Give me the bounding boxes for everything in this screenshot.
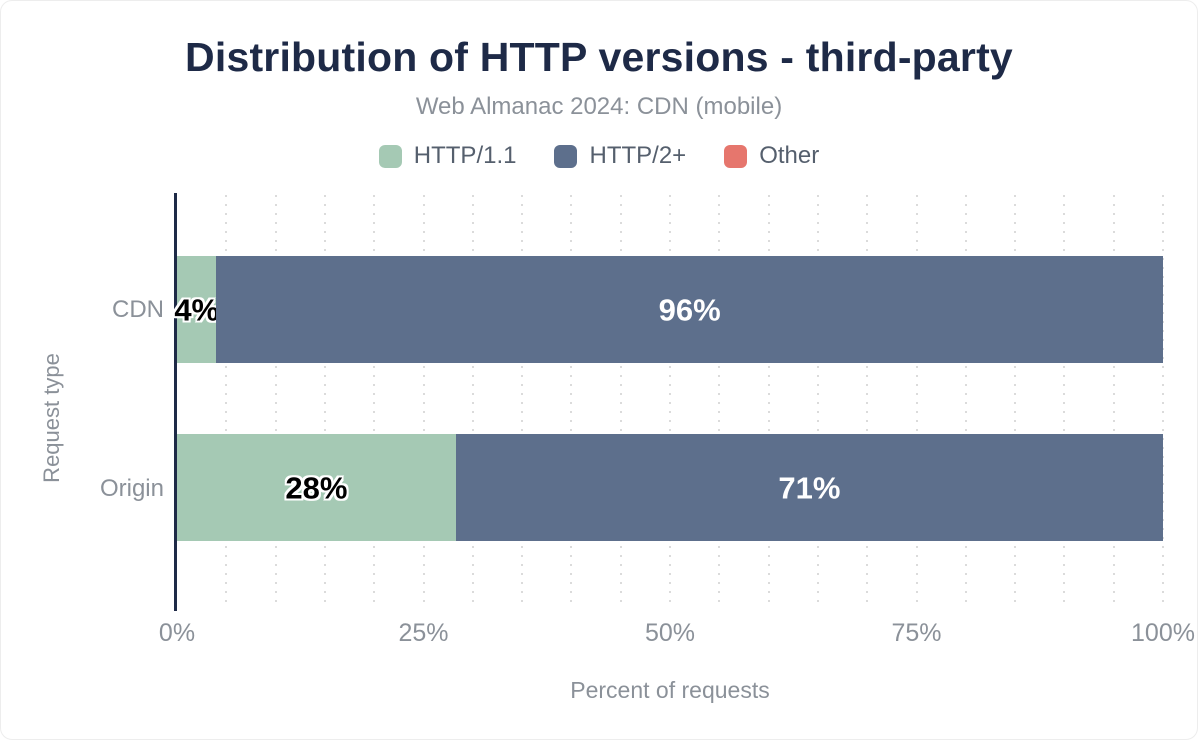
category-label-cdn: CDN	[112, 296, 164, 323]
gridline	[1112, 195, 1115, 605]
bar-value-label: 71%	[778, 470, 841, 505]
gridline	[866, 195, 869, 605]
bar-segment-origin-http11[interactable]: 28%	[177, 434, 456, 541]
legend-label: Other	[759, 142, 820, 169]
chart-subtitle: Web Almanac 2024: CDN (mobile)	[415, 93, 783, 120]
x-tick-0: 0%	[158, 619, 196, 647]
category-label-origin: Origin	[99, 475, 164, 502]
gridline	[669, 195, 671, 605]
bar-segment-cdn-http11[interactable]: 4%	[174, 256, 220, 363]
legend-label: HTTP/2+	[589, 142, 687, 169]
gridline	[225, 195, 228, 605]
y-axis-line	[174, 193, 177, 611]
gridline	[274, 195, 277, 605]
y-axis-title: Request type	[39, 353, 64, 483]
gridline	[964, 195, 967, 605]
x-axis-ticks: 0% 25% 50% 75% 100%	[159, 619, 1195, 649]
legend-item-other[interactable]: Other	[724, 142, 819, 170]
legend: HTTP/1.1 HTTP/2+ Other	[1, 142, 1197, 170]
legend-label: HTTP/1.1	[413, 142, 517, 169]
gridline	[521, 195, 524, 605]
x-tick-25: 25%	[398, 619, 449, 647]
bar-value-label: 4%	[174, 292, 220, 327]
legend-swatch-icon	[554, 144, 578, 168]
bar-row-cdn: 4% 96%	[174, 256, 1163, 363]
legend-swatch-icon	[724, 144, 748, 168]
legend-item-http11[interactable]: HTTP/1.1	[378, 142, 517, 170]
gridline	[1014, 195, 1017, 605]
x-tick-75: 75%	[891, 619, 942, 647]
gridline	[373, 195, 376, 605]
gridline	[915, 195, 918, 605]
x-axis-title: Percent of requests	[570, 677, 770, 703]
gridline	[767, 195, 770, 605]
x-tick-50: 50%	[644, 619, 696, 647]
gridline	[471, 195, 474, 605]
gridline	[1162, 195, 1164, 605]
gridline	[1063, 195, 1066, 605]
gridline	[323, 195, 326, 605]
gridline	[816, 195, 819, 605]
x-tick-100: 100%	[1131, 619, 1195, 647]
legend-swatch-icon	[378, 144, 402, 168]
bar-segment-cdn-http2[interactable]: 96%	[216, 256, 1163, 363]
plot-area: 4% 96% 28% 71%	[174, 193, 1164, 609]
gridline	[619, 195, 622, 605]
bar-row-origin: 28% 71%	[177, 434, 1163, 541]
bar-value-label: 28%	[285, 470, 348, 505]
bar-segment-origin-http2[interactable]: 71%	[455, 434, 1163, 541]
legend-item-http2[interactable]: HTTP/2+	[554, 142, 686, 170]
gridline	[570, 195, 573, 605]
chart-title: Distribution of HTTP versions - third-pa…	[185, 34, 1013, 80]
bar-value-label: 96%	[658, 292, 721, 327]
gridline	[422, 195, 425, 605]
gridline	[718, 195, 721, 605]
